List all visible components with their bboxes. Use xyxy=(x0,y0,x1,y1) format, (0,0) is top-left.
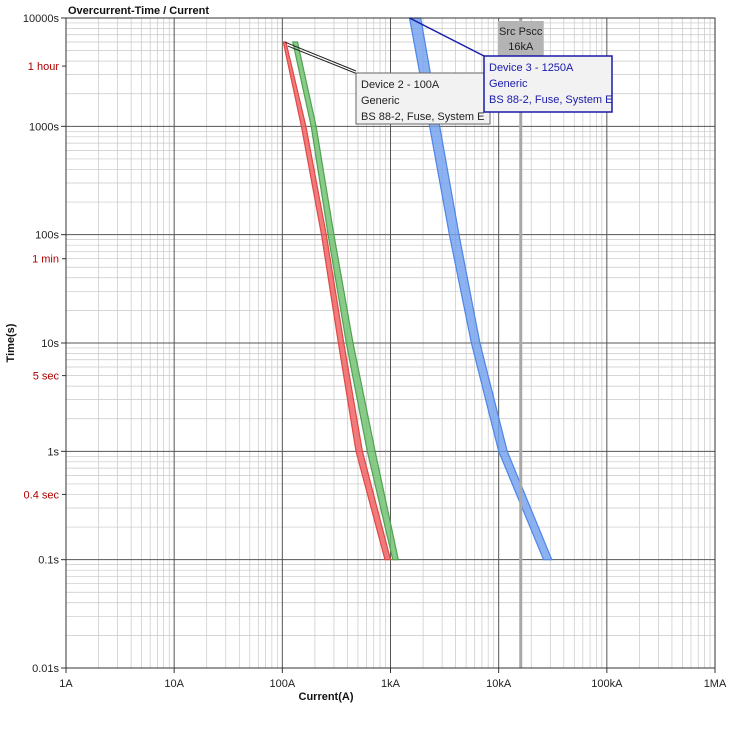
x-tick-label: 1MA xyxy=(704,678,727,690)
annot-leader-1 xyxy=(284,41,357,72)
x-tick-label: 100A xyxy=(269,678,295,690)
curve-band-2 xyxy=(292,41,400,561)
pscc-label-box xyxy=(497,21,544,57)
annot-text-1: BS 88-2, Fuse, System E xyxy=(361,111,485,123)
annot-box-1 xyxy=(355,72,491,125)
y-tick-label: 0.01s xyxy=(32,663,59,675)
x-tick-label: 1kA xyxy=(381,678,401,690)
y-tick-label: 100s xyxy=(35,230,59,242)
y-time-label: 1 min xyxy=(32,254,59,266)
tick-labels: 1A 10A 100A 1kA 10kA 100kA 1MA 0.01s 0.1s 1s 10s 10… xyxy=(23,13,727,690)
annot-text-2: Device 3 - 1250A xyxy=(489,62,574,74)
y-time-label: 1 hour xyxy=(28,61,60,73)
y-tick-label: 1s xyxy=(47,446,59,458)
y-time-label: 5 sec xyxy=(33,371,60,383)
y-tick-label: 1000s xyxy=(29,121,59,133)
annot-text-2: BS 88-2, Fuse, System E xyxy=(489,94,613,106)
x-tick-label: 10A xyxy=(164,678,184,690)
chart-title: Overcurrent-Time / Current xyxy=(68,5,209,17)
annot-text-2: Generic xyxy=(489,78,528,90)
y-tick-label: 0.1s xyxy=(38,555,59,567)
pscc-label-value: 16kA xyxy=(508,41,534,53)
annot-leader-2 xyxy=(409,17,485,57)
annot-leader-1 xyxy=(287,45,361,76)
x-tick-label: 1A xyxy=(59,678,73,690)
curve-band-1 xyxy=(282,41,392,561)
x-axis-label: Current(A) xyxy=(299,691,354,703)
y-axis-label: Time(s) xyxy=(5,323,17,362)
y-tick-label: 10000s xyxy=(23,13,60,25)
annot-box-2 xyxy=(483,55,613,113)
curves xyxy=(282,17,553,561)
x-tick-label: 100kA xyxy=(591,678,623,690)
annot-text-1: Device 2 - 100A xyxy=(361,79,440,91)
annotations: Device 2 - 100A Generic BS 88-2, Fuse, Sys… xyxy=(284,17,613,125)
curve-band-3 xyxy=(408,17,553,561)
y-tick-label: 10s xyxy=(41,338,59,350)
pscc-label-title: Src Pscc xyxy=(499,26,543,38)
annot-text-1: Generic xyxy=(361,95,400,107)
y-time-label: 0.4 sec xyxy=(24,489,60,501)
x-tick-label: 10kA xyxy=(486,678,512,690)
pscc-marker: Src Pscc 16kA xyxy=(497,18,544,668)
